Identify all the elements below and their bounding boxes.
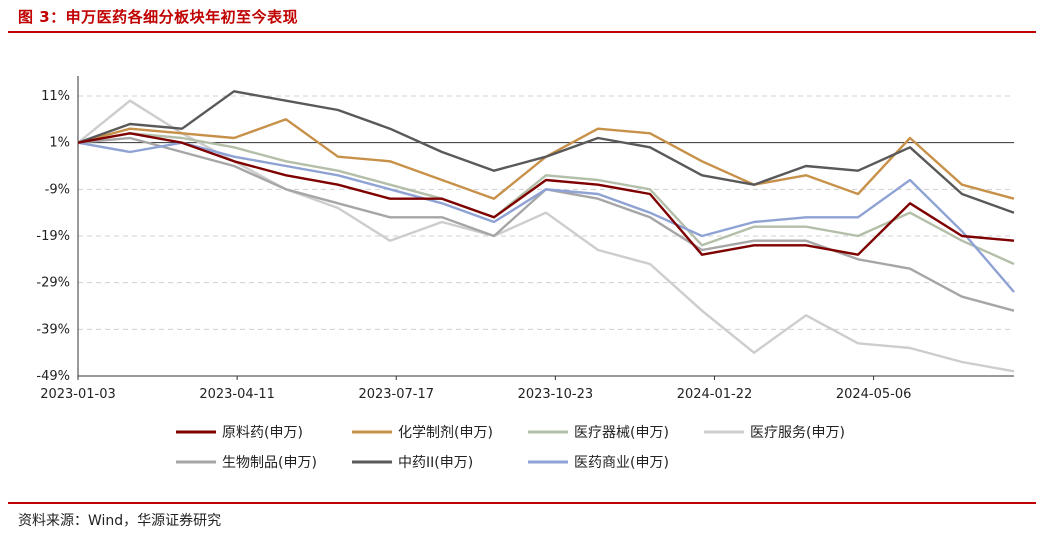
title-divider xyxy=(8,31,1036,33)
y-tick-label: -9% xyxy=(45,182,70,197)
series-layer xyxy=(77,90,1015,373)
legend-label: 医疗器械(申万) xyxy=(574,425,669,441)
legend-label: 生物制品(申万) xyxy=(222,455,317,471)
axes-layer: 11% 1% -9% -19% -29% -39% -49% 2023-01-03 2023-0… xyxy=(36,76,1014,402)
source-divider xyxy=(8,502,1036,504)
series-line-7 xyxy=(77,141,1015,293)
line-chart: 11% 1% -9% -19% -29% -39% -49% 2023-01-03 2023-0… xyxy=(36,76,1015,471)
figure-title: 图 3：申万医药各细分板块年初至今表现 xyxy=(18,8,299,26)
series-line-1 xyxy=(77,132,1015,256)
y-tick-label: 1% xyxy=(49,136,70,151)
x-tick-label: 2023-01-03 xyxy=(40,387,116,402)
legend-label: 原料药(申万) xyxy=(222,425,303,441)
x-tick-label: 2023-04-11 xyxy=(199,387,275,402)
y-tick-label: -19% xyxy=(36,229,70,244)
legend-label: 医药商业(申万) xyxy=(574,455,669,471)
x-tick-label: 2023-10-23 xyxy=(518,387,594,402)
legend: 原料药(申万) 化学制剂(申万) 医疗器械(申万) 医疗服务(申万) 生物制品(申万) 中… xyxy=(176,425,845,471)
y-tick-label: -39% xyxy=(36,322,70,337)
grid-layer xyxy=(78,95,1014,377)
legend-label: 中药II(申万) xyxy=(398,455,473,471)
x-tick-label: 2023-07-17 xyxy=(358,387,434,402)
legend-label: 化学制剂(申万) xyxy=(398,425,493,441)
x-tick-label: 2024-05-06 xyxy=(836,387,912,402)
series-line-6 xyxy=(77,90,1015,214)
y-tick-label: 11% xyxy=(41,89,70,104)
source-note: 资料来源：Wind，华源证券研究 xyxy=(18,513,222,529)
y-tick-label: -49% xyxy=(36,369,70,384)
y-tick-label: -29% xyxy=(36,276,70,291)
legend-label: 医疗服务(申万) xyxy=(750,425,845,441)
x-tick-label: 2024-01-22 xyxy=(677,387,753,402)
series-line-3 xyxy=(77,132,1015,266)
series-line-2 xyxy=(77,118,1015,200)
